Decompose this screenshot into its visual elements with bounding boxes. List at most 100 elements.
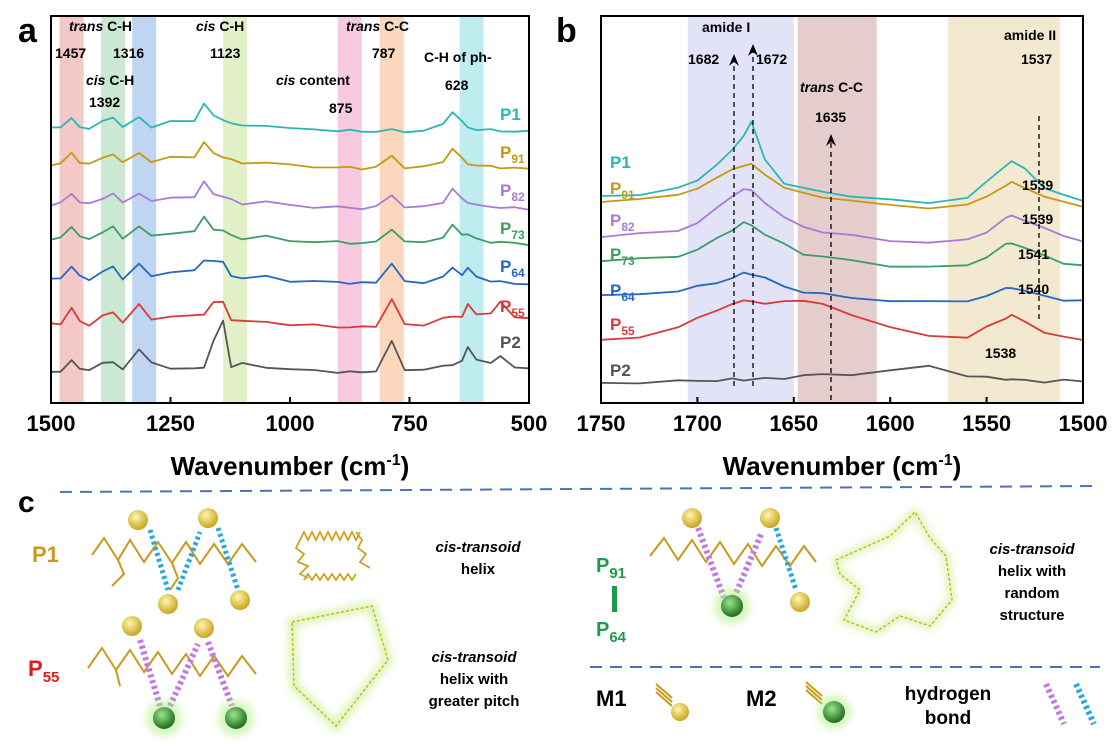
x-ticks-a: 1500 1250 1000 750 500 <box>27 397 548 436</box>
p1-helix-icon <box>294 529 371 582</box>
plot-frame-b <box>600 15 1084 404</box>
band-value-1316: 1316 <box>113 45 144 61</box>
p55-label: P55 <box>28 656 59 686</box>
band-region <box>59 16 84 403</box>
band-label-trans-cc: trans C-C <box>346 18 409 34</box>
peak-label-p55: 1538 <box>985 345 1016 361</box>
m1-sphere <box>128 510 148 530</box>
series-label-p64: P64 <box>500 257 525 280</box>
m1-sphere <box>158 594 178 614</box>
m1-sphere <box>682 508 702 528</box>
x-tick-label: 1000 <box>266 411 315 436</box>
p9164-hbond-blue <box>773 527 799 591</box>
x-tick-label: 1600 <box>866 411 915 436</box>
hbond-label-line1: hydrogen <box>905 684 992 705</box>
band-region <box>687 16 794 403</box>
series-line-p82 <box>600 188 1084 244</box>
panel-label-c: c <box>18 486 35 519</box>
band-value-875: 875 <box>329 100 353 116</box>
band-label-trans-ch: trans C-H <box>69 18 132 34</box>
range-bar <box>612 586 617 612</box>
p9164-desc-line4: structure <box>999 607 1064 624</box>
band-value-1392: 1392 <box>89 94 120 110</box>
series-label-p73: P73 <box>500 219 525 242</box>
band-value-1457: 1457 <box>55 45 86 61</box>
series-line-p64 <box>50 259 530 286</box>
x-axis-label-a: Wavenumber (cm-1) <box>171 451 410 481</box>
series-line-p2 <box>600 364 1084 385</box>
x-ticks-b: 1750 1700 1650 1600 1550 1500 <box>577 397 1108 436</box>
band-region <box>132 16 157 403</box>
trans-cc-value: 1635 <box>815 109 846 125</box>
x-tick-label: 1500 <box>1059 411 1108 436</box>
series-label-p2: P2 <box>610 361 631 380</box>
hbond-label-line2: bond <box>925 708 971 729</box>
band-region <box>459 16 484 403</box>
series-line-p55 <box>600 299 1084 341</box>
guide-lines-b <box>733 52 1040 400</box>
spectra-b <box>600 120 1084 385</box>
hbond-legend-blue <box>1073 682 1097 726</box>
peak-label-p64: 1540 <box>1018 281 1049 297</box>
band-label-cis-ch: cis C-H <box>86 72 134 88</box>
series-line-p64 <box>600 271 1084 303</box>
amide1-value-1672: 1672 <box>756 51 787 67</box>
band-value-1123: 1123 <box>210 45 241 61</box>
p55-desc-line3: greater pitch <box>429 693 520 710</box>
p91-label: P91 <box>596 555 626 582</box>
series-line-p55 <box>50 298 530 329</box>
x-axis-label-b: Wavenumber (cm-1) <box>723 451 962 481</box>
trans-cc-label: trans C-C <box>800 79 863 95</box>
band-value-628: 628 <box>445 77 469 93</box>
panel-b: 1750 1700 1650 1600 1550 1500 b amide I 1682 … <box>556 12 1107 481</box>
p9164-desc-line2: helix with <box>998 563 1066 580</box>
arrowhead-1635 <box>826 134 836 146</box>
p9164-desc-line1: cis-transoid <box>989 541 1075 558</box>
p1-desc-line1: cis-transoid <box>435 539 521 556</box>
p1-hbond-blue <box>147 527 241 591</box>
p9164-hbond-purple <box>695 526 765 600</box>
amide2-value: 1537 <box>1021 51 1052 67</box>
p1-label: P1 <box>32 542 59 567</box>
series-label-p55: P55 <box>500 297 525 320</box>
p9164-helix-glow <box>831 505 957 637</box>
guide-arrowheads <box>729 44 836 146</box>
x-tick-label: 750 <box>391 411 428 436</box>
series-label-p55: P55 <box>610 315 635 338</box>
hbond-legend-purple <box>1043 682 1067 726</box>
x-tick-label: 1650 <box>769 411 818 436</box>
m2-sphere <box>225 707 247 729</box>
p1-desc-line2: helix <box>461 561 496 578</box>
series-label-p82: P82 <box>500 181 525 204</box>
amide1-title: amide I <box>702 19 750 35</box>
p55-helix-glow <box>286 600 394 734</box>
p64-label: P64 <box>596 619 627 646</box>
panel-label-a: a <box>18 12 38 50</box>
peak-label-p82: 1539 <box>1022 211 1053 227</box>
band-label-cis-ch-2: cis C-H <box>196 18 244 34</box>
band-region <box>101 16 126 403</box>
panel-a: 1500 1250 1000 750 500 a trans C-H 1457 cis … <box>18 12 547 481</box>
panel-c: c P1 cis-transoid helix P55 <box>18 485 1101 736</box>
series-labels-b: P1 P91 P82 P73 P64 P55 P2 <box>610 153 635 380</box>
x-tick-label: 500 <box>511 411 548 436</box>
x-tick-label: 1550 <box>962 411 1011 436</box>
series-label-p64: P64 <box>610 281 635 304</box>
m1-sphere <box>760 508 780 528</box>
series-labels-a: P1 P91 P82 P73 P64 P55 P2 <box>500 105 525 352</box>
band-region <box>379 16 404 403</box>
series-label-p91: P91 <box>500 143 525 166</box>
p55-hbond-purple <box>137 639 235 708</box>
m2-icon <box>805 681 823 705</box>
band-label-cis-content: cis content <box>276 72 350 88</box>
p55-helix-icon <box>291 605 389 728</box>
m1-icon <box>655 683 673 707</box>
series-line-p91 <box>50 141 530 171</box>
series-label-p73: P73 <box>610 245 635 268</box>
p55-desc-line1: cis-transoid <box>431 649 517 666</box>
x-tick-label: 1500 <box>27 411 76 436</box>
m1-sphere <box>198 508 218 528</box>
series-line-p1 <box>600 120 1084 205</box>
p9164-helix-icon <box>835 510 953 633</box>
